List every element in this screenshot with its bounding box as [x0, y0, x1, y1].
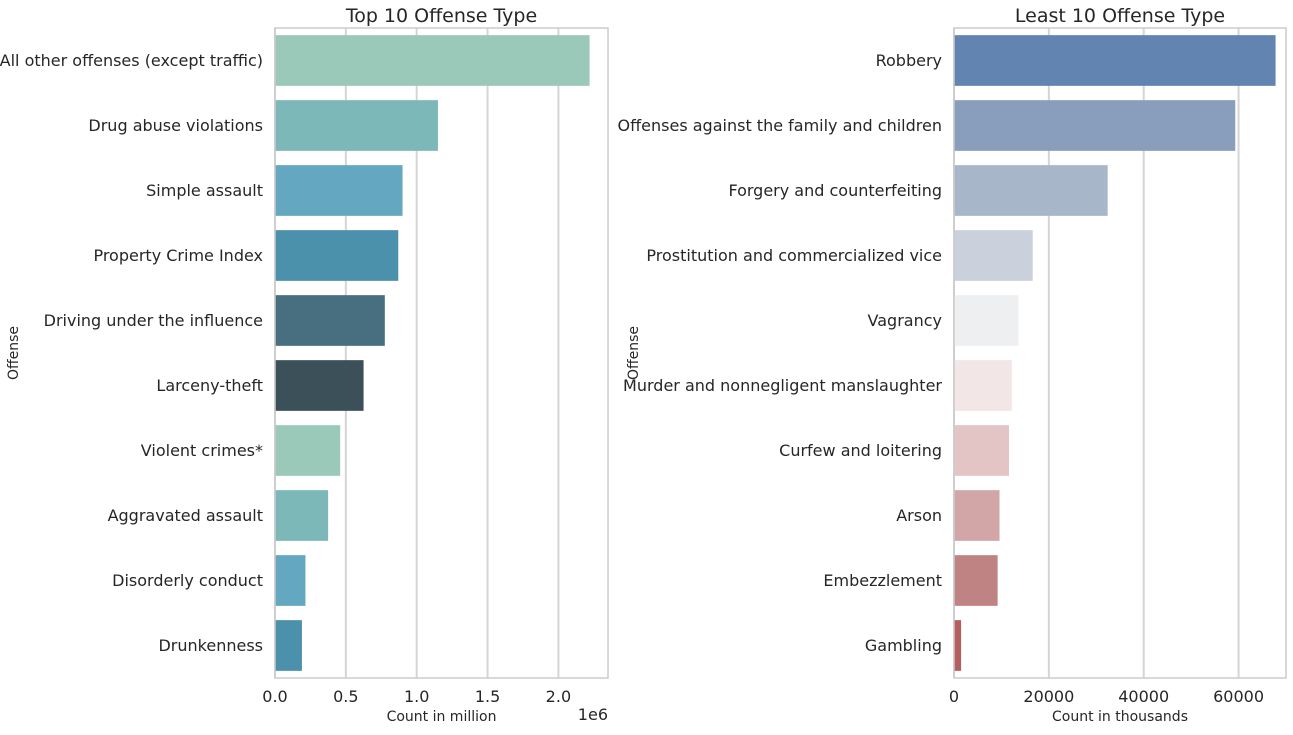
right-category-label: Offenses against the family and children	[618, 116, 942, 135]
right-category-label: Vagrancy	[868, 311, 942, 330]
left-category-label: Aggravated assault	[108, 506, 263, 525]
right-xtick-label: 0	[949, 687, 959, 706]
left-xtick-label: 0.0	[262, 687, 287, 706]
left-bar	[275, 165, 403, 216]
right-bar	[954, 230, 1033, 281]
left-xtick-label: 1.0	[404, 687, 429, 706]
left-xtick-label: 0.5	[333, 687, 358, 706]
left-category-label: Simple assault	[146, 181, 263, 200]
right-category-label: Curfew and loitering	[779, 441, 942, 460]
right-xtick-label: 20000	[1023, 687, 1074, 706]
right-xtick-label: 60000	[1213, 687, 1264, 706]
left-x-axis-label: Count in million	[387, 709, 497, 725]
right-bar	[954, 295, 1019, 346]
left-category-label: Larceny-theft	[156, 376, 263, 395]
left-bar	[275, 35, 590, 86]
left-chart: All other offenses (except traffic) Drug …	[0, 5, 609, 725]
right-bar	[954, 35, 1276, 86]
right-bar	[954, 620, 962, 671]
right-category-label: Prostitution and commercialized vice	[646, 246, 942, 265]
right-bar	[954, 490, 1000, 541]
right-bar	[954, 425, 1010, 476]
right-category-label: Murder and nonnegligent manslaughter	[623, 376, 942, 395]
right-y-axis-label: Offense	[626, 326, 642, 380]
left-axes-frame	[274, 27, 609, 679]
right-bar	[954, 165, 1108, 216]
right-category-label: Arson	[896, 506, 942, 525]
left-category-label: Drug abuse violations	[88, 116, 263, 135]
left-category-label: Disorderly conduct	[112, 571, 263, 590]
right-bar	[954, 100, 1236, 151]
left-xtick-label: 1.5	[475, 687, 500, 706]
right-xtick-label: 40000	[1118, 687, 1169, 706]
right-chart-title: Least 10 Offense Type	[1015, 5, 1225, 27]
right-category-label: Embezzlement	[823, 571, 942, 590]
left-bar	[275, 620, 302, 671]
left-category-label: Drunkenness	[158, 636, 263, 655]
right-bar	[954, 360, 1012, 411]
left-bar	[275, 360, 364, 411]
left-category-label: Property Crime Index	[93, 246, 263, 265]
left-bar	[275, 490, 329, 541]
left-offset-text: 1e6	[578, 705, 608, 724]
right-category-label: Robbery	[876, 51, 942, 70]
left-bar	[275, 555, 306, 606]
left-category-label: Driving under the influence	[44, 311, 263, 330]
right-chart: Robbery Offenses against the family and c…	[618, 5, 1287, 725]
right-axes-frame	[953, 27, 1287, 679]
right-category-label: Forgery and counterfeiting	[728, 181, 942, 200]
left-xtick-label: 2.0	[546, 687, 571, 706]
right-bar	[954, 555, 998, 606]
left-bar	[275, 425, 341, 476]
left-bar	[275, 100, 438, 151]
left-y-axis-label: Offense	[6, 326, 22, 380]
left-category-label: All other offenses (except traffic)	[0, 51, 263, 70]
left-bar	[275, 295, 385, 346]
left-chart-title: Top 10 Offense Type	[345, 5, 537, 27]
right-x-axis-label: Count in thousands	[1052, 709, 1188, 725]
right-category-label: Gambling	[865, 636, 942, 655]
left-bar	[275, 230, 399, 281]
left-category-label: Violent crimes*	[141, 441, 263, 460]
